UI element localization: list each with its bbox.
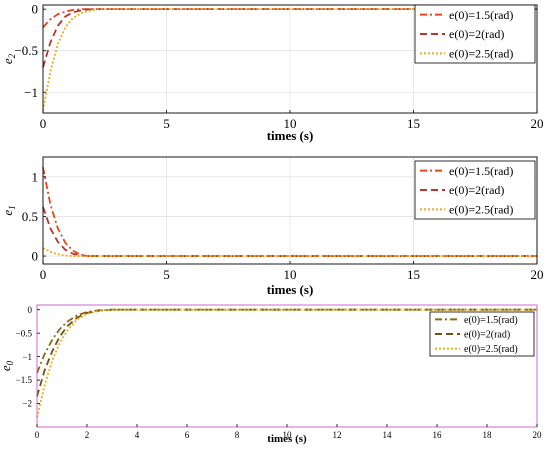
- series-line-2: [36, 308, 537, 397]
- y-tick-label: −2: [22, 399, 32, 409]
- x-tick-label: 0: [35, 430, 40, 440]
- legend: e(0)=1.5(rad) e(0)=2(rad) e(0)=2.5(rad): [414, 4, 536, 64]
- series-line-3: [42, 247, 537, 257]
- series-line-1: [42, 167, 537, 257]
- series-line-2: [42, 206, 537, 257]
- legend: e(0)=1.5(rad) e(0)=2(rad) e(0)=2.5(rad): [429, 311, 535, 357]
- series-line-3: [36, 308, 537, 418]
- x-tick-label: 5: [163, 116, 170, 131]
- x-tick-label: 10: [284, 267, 297, 282]
- x-tick-label: 10: [283, 430, 293, 440]
- y-tick-label: −1.5: [16, 375, 33, 385]
- x-tick-label: 20: [531, 116, 544, 131]
- x-tick-label: 4: [135, 430, 140, 440]
- x-tick-label: 20: [531, 267, 544, 282]
- legend-label: e(0)=2.5(rad): [449, 47, 513, 61]
- x-axis-label: times (s): [267, 128, 314, 143]
- x-tick-label: 0: [40, 267, 47, 282]
- x-tick-label: 16: [433, 430, 443, 440]
- y-tick-label: −0.5: [14, 43, 38, 58]
- x-tick-label: 15: [407, 116, 420, 131]
- panel-3: 0 2 4 6 8 10 12 14 16 18 20 0 −0.5 −1 −1.5 −2 times (s) e…: [0, 304, 543, 445]
- x-tick-label: 20: [533, 430, 543, 440]
- y-tick-label: −1: [24, 85, 38, 100]
- x-tick-label: 6: [185, 430, 190, 440]
- legend-label: e(0)=2.5(rad): [449, 203, 513, 217]
- x-tick-label: 18: [483, 430, 493, 440]
- x-tick-label: 15: [407, 267, 420, 282]
- x-axis-label: times (s): [267, 282, 314, 297]
- legend-label: e(0)=1.5(rad): [464, 315, 518, 326]
- x-tick-label: 12: [333, 430, 342, 440]
- y-tick-label: 0.5: [22, 209, 38, 224]
- legend: e(0)=1.5(rad) e(0)=2(rad) e(0)=2.5(rad): [414, 160, 536, 220]
- legend-label: e(0)=1.5(rad): [449, 164, 513, 178]
- y-axis-label: e1: [0, 205, 17, 215]
- y-tick-label: 0: [28, 305, 33, 315]
- legend-label: e(0)=2(rad): [464, 330, 510, 341]
- y-tick-label: 0: [32, 249, 39, 264]
- x-axis-label: times (s): [267, 433, 307, 445]
- y-axis-label: e2: [0, 53, 17, 64]
- y-axis-label: e0: [0, 360, 15, 371]
- series-line-3: [42, 8, 537, 111]
- y-tick-label: 0: [32, 2, 39, 17]
- series-line-1: [36, 308, 537, 374]
- legend-label: e(0)=2(rad): [449, 27, 504, 41]
- legend-label: e(0)=2.5(rad): [464, 344, 518, 355]
- y-tick-label: 1: [32, 169, 39, 184]
- x-tick-label: 14: [383, 430, 393, 440]
- legend-label: e(0)=2(rad): [449, 183, 504, 197]
- x-tick-label: 2: [85, 430, 90, 440]
- y-tick-label: −0.5: [16, 328, 33, 338]
- x-tick-label: 8: [235, 430, 240, 440]
- x-tick-label: 10: [284, 116, 297, 131]
- x-tick-label: 5: [163, 267, 170, 282]
- y-tick-label: −1: [22, 352, 32, 362]
- legend-label: e(0)=1.5(rad): [449, 8, 513, 22]
- x-tick-label: 0: [40, 116, 47, 131]
